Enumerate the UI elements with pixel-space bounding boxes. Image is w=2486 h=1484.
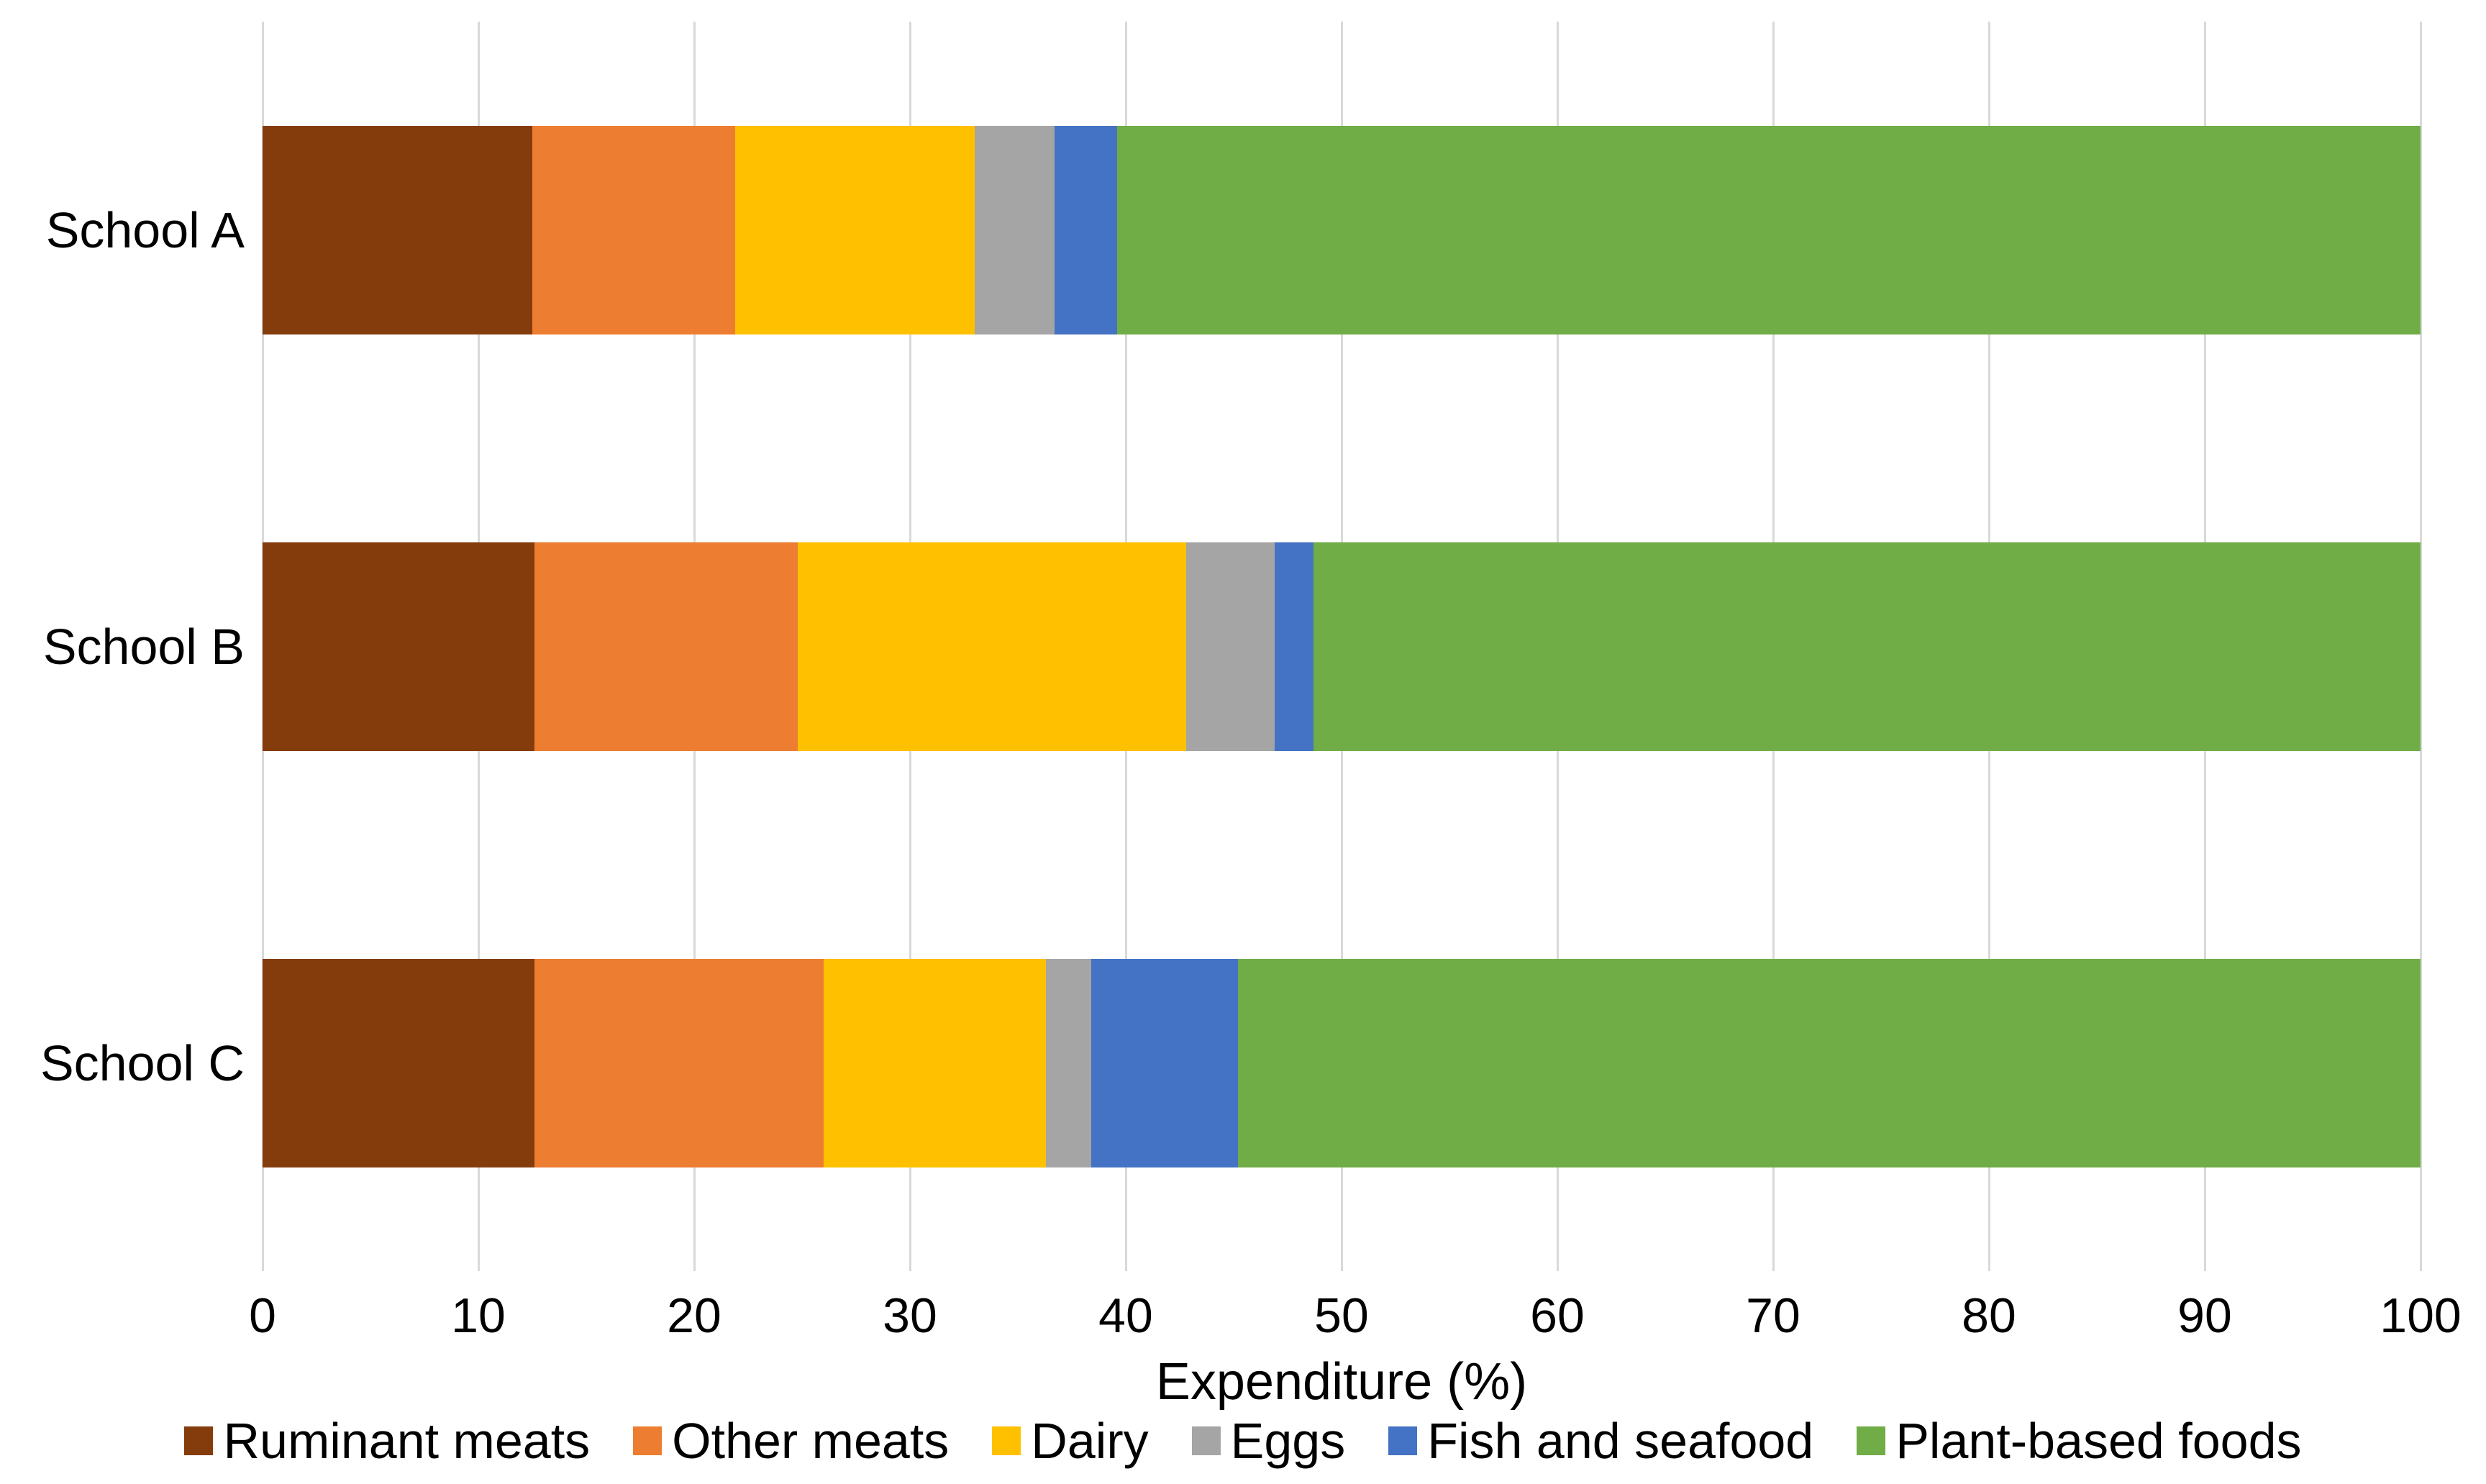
bar-segment-school-b-other-meats	[534, 542, 798, 751]
y-axis-label-school-c: School C	[40, 1034, 245, 1091]
bar-segment-school-c-eggs	[1046, 958, 1091, 1167]
bar-row-school-a	[263, 125, 2421, 334]
legend-swatch-ruminant-meats	[184, 1426, 214, 1455]
bar-segment-school-b-ruminant-meats	[263, 542, 534, 751]
bar-row-school-c	[263, 958, 2421, 1167]
y-axis-label-school-b: School B	[42, 618, 245, 675]
x-axis-tick-label-0: 0	[249, 1288, 276, 1343]
x-axis-tick-label-30: 30	[883, 1288, 937, 1343]
plot-area	[262, 22, 2422, 1271]
bar-segment-school-a-plant-based-foods	[1116, 125, 2421, 334]
legend-label-plant-based-foods: Plant-based foods	[1895, 1413, 2302, 1469]
y-axis-label-school-a: School A	[45, 201, 245, 258]
bar-segment-school-c-dairy	[824, 958, 1046, 1167]
legend-label-fish-and-seafood: Fish and seafood	[1427, 1413, 1814, 1469]
x-axis-tick-label-10: 10	[451, 1288, 506, 1343]
bar-segment-school-b-plant-based-foods	[1313, 542, 2421, 751]
bar-segment-school-c-ruminant-meats	[263, 958, 534, 1167]
bar-segment-school-c-other-meats	[534, 958, 824, 1167]
bar-segment-school-c-plant-based-foods	[1237, 958, 2421, 1167]
legend-item-other-meats: Other meats	[633, 1411, 949, 1470]
legend-item-fish-and-seafood: Fish and seafood	[1388, 1411, 1813, 1470]
bar-segment-school-b-dairy	[798, 542, 1186, 751]
x-axis-tick-label-90: 90	[2177, 1288, 2232, 1343]
x-axis-title: Expenditure (%)	[1155, 1353, 1528, 1411]
legend-swatch-dairy	[992, 1426, 1021, 1455]
bar-row-school-b	[263, 542, 2421, 751]
bar-segment-school-a-fish-and-seafood	[1054, 125, 1117, 334]
bar-segment-school-a-eggs	[974, 125, 1055, 334]
legend-item-ruminant-meats: Ruminant meats	[184, 1411, 590, 1470]
x-axis-tick-label-40: 40	[1098, 1288, 1153, 1343]
legend-label-ruminant-meats: Ruminant meats	[223, 1413, 591, 1469]
legend-item-eggs: Eggs	[1191, 1411, 1346, 1470]
bar-segment-school-b-fish-and-seafood	[1275, 542, 1313, 751]
x-axis-tick-label-60: 60	[1530, 1288, 1585, 1343]
legend-swatch-eggs	[1191, 1426, 1221, 1455]
legend-swatch-plant-based-foods	[1857, 1426, 1886, 1455]
legend-swatch-other-meats	[633, 1426, 663, 1455]
legend: Ruminant meats Other meats Dairy Eggs Fish a…	[0, 1411, 2486, 1470]
legend-item-plant-based-foods: Plant-based foods	[1857, 1411, 2302, 1470]
x-axis-tick-label-70: 70	[1746, 1288, 1800, 1343]
x-axis-tick-label-50: 50	[1314, 1288, 1369, 1343]
bar-segment-school-b-eggs	[1186, 542, 1275, 751]
legend-label-other-meats: Other meats	[672, 1413, 950, 1469]
bar-segment-school-a-other-meats	[532, 125, 735, 334]
x-axis-tick-label-20: 20	[667, 1288, 721, 1343]
x-axis-tick-label-100: 100	[2380, 1288, 2462, 1343]
x-axis-tick-label-80: 80	[1962, 1288, 2016, 1343]
legend-label-dairy: Dairy	[1031, 1413, 1149, 1469]
legend-label-eggs: Eggs	[1230, 1413, 1346, 1469]
bar-segment-school-a-ruminant-meats	[263, 125, 532, 334]
legend-item-dairy: Dairy	[992, 1411, 1149, 1470]
bar-segment-school-c-fish-and-seafood	[1091, 958, 1238, 1167]
gridline-100	[2420, 22, 2422, 1271]
bar-segment-school-a-dairy	[734, 125, 975, 334]
legend-swatch-fish-and-seafood	[1388, 1426, 1418, 1455]
